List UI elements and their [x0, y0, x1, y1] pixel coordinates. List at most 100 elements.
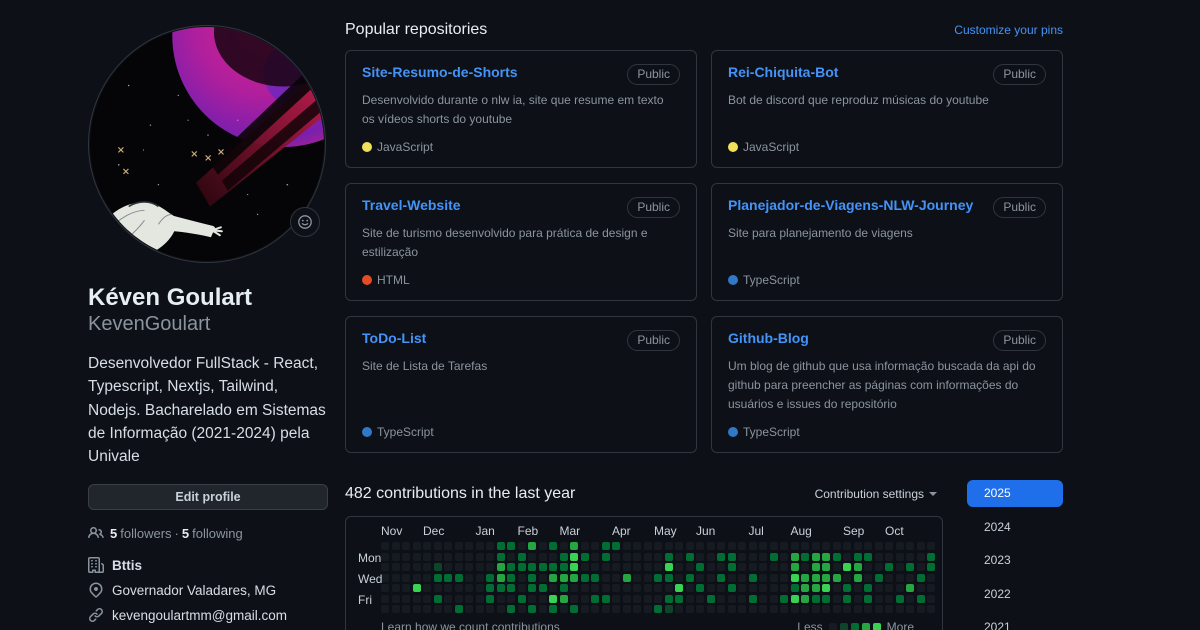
contribution-cell[interactable] [412, 552, 421, 561]
contribution-cell[interactable] [727, 584, 736, 593]
contribution-cell[interactable] [696, 563, 704, 572]
contribution-cell[interactable] [591, 584, 599, 593]
contribution-cell[interactable] [822, 542, 830, 551]
contribution-cell[interactable] [738, 594, 746, 603]
contribution-cell[interactable] [486, 605, 494, 614]
contribution-cell[interactable] [538, 542, 547, 551]
contribution-cell[interactable] [465, 563, 473, 572]
contribution-cell[interactable] [738, 584, 746, 593]
contribution-cell[interactable] [916, 594, 925, 603]
contribution-cell[interactable] [601, 552, 610, 561]
contribution-cell[interactable] [496, 552, 505, 561]
contribution-cell[interactable] [706, 573, 715, 582]
contribution-cell[interactable] [748, 584, 757, 593]
contribution-cell[interactable] [675, 573, 683, 582]
contribution-cell[interactable] [832, 573, 841, 582]
contribution-cell[interactable] [706, 552, 715, 561]
contribution-cell[interactable] [916, 573, 925, 582]
contribution-cell[interactable] [559, 552, 568, 561]
contribution-cell[interactable] [717, 573, 725, 582]
contribution-cell[interactable] [780, 605, 788, 614]
contribution-cell[interactable] [412, 584, 421, 593]
contribution-cell[interactable] [801, 605, 809, 614]
contribution-cell[interactable] [391, 542, 400, 551]
contribution-cell[interactable] [423, 542, 431, 551]
contribution-cell[interactable] [885, 594, 893, 603]
contribution-cell[interactable] [801, 552, 809, 561]
contribution-cell[interactable] [706, 594, 715, 603]
contribution-cell[interactable] [538, 573, 547, 582]
contribution-cell[interactable] [769, 542, 778, 551]
contribution-cell[interactable] [402, 594, 410, 603]
contribution-cell[interactable] [664, 573, 673, 582]
contribution-cell[interactable] [643, 594, 652, 603]
contribution-cell[interactable] [391, 573, 400, 582]
contribution-cell[interactable] [570, 563, 578, 572]
contribution-cell[interactable] [475, 584, 484, 593]
contribution-cell[interactable] [822, 552, 830, 561]
contribution-cell[interactable] [895, 542, 904, 551]
contribution-cell[interactable] [706, 542, 715, 551]
contribution-cell[interactable] [633, 573, 641, 582]
contribution-cell[interactable] [717, 563, 725, 572]
year-filter-2025[interactable]: 2025 [967, 480, 1063, 508]
contribution-cell[interactable] [906, 552, 914, 561]
follow-stats[interactable]: 5 followers · 5 following [88, 525, 328, 541]
contribution-cell[interactable] [549, 552, 557, 561]
contribution-cell[interactable] [864, 542, 872, 551]
contribution-cell[interactable] [507, 563, 515, 572]
contribution-cell[interactable] [832, 552, 841, 561]
contribution-cell[interactable] [780, 584, 788, 593]
contribution-cell[interactable] [664, 552, 673, 561]
contribution-cell[interactable] [874, 563, 883, 572]
contribution-cell[interactable] [706, 605, 715, 614]
contribution-cell[interactable] [507, 573, 515, 582]
contribution-cell[interactable] [444, 605, 452, 614]
contribution-cell[interactable] [685, 542, 694, 551]
year-filter-2021[interactable]: 2021 [984, 620, 1011, 630]
contribution-cell[interactable] [906, 573, 914, 582]
contribution-cell[interactable] [580, 573, 589, 582]
contribution-cell[interactable] [538, 594, 547, 603]
contribution-cell[interactable] [790, 563, 799, 572]
contribution-cell[interactable] [423, 605, 431, 614]
contribution-cell[interactable] [696, 584, 704, 593]
contribution-cell[interactable] [759, 542, 767, 551]
contribution-cell[interactable] [402, 584, 410, 593]
contribution-cell[interactable] [885, 573, 893, 582]
contribution-cell[interactable] [454, 563, 463, 572]
contribution-cell[interactable] [391, 584, 400, 593]
contribution-cell[interactable] [643, 563, 652, 572]
set-status-button[interactable] [290, 207, 320, 237]
contribution-cell[interactable] [486, 584, 494, 593]
contribution-cell[interactable] [811, 542, 820, 551]
contribution-cell[interactable] [507, 605, 515, 614]
contribution-cell[interactable] [685, 605, 694, 614]
contribution-cell[interactable] [528, 542, 536, 551]
contribution-cell[interactable] [664, 542, 673, 551]
contribution-cell[interactable] [612, 605, 620, 614]
contribution-cell[interactable] [906, 563, 914, 572]
contribution-cell[interactable] [738, 552, 746, 561]
contribution-cell[interactable] [780, 573, 788, 582]
contribution-cell[interactable] [769, 594, 778, 603]
contribution-cell[interactable] [769, 605, 778, 614]
contribution-cell[interactable] [591, 542, 599, 551]
contribution-cell[interactable] [916, 563, 925, 572]
contribution-cell[interactable] [559, 584, 568, 593]
contribution-cell[interactable] [874, 573, 883, 582]
contribution-cell[interactable] [465, 552, 473, 561]
contribution-cell[interactable] [801, 584, 809, 593]
contribution-cell[interactable] [790, 594, 799, 603]
contribution-cell[interactable] [549, 605, 557, 614]
contribution-cell[interactable] [412, 605, 421, 614]
contribution-cell[interactable] [811, 594, 820, 603]
contribution-cell[interactable] [412, 573, 421, 582]
contribution-cell[interactable] [759, 594, 767, 603]
contribution-cell[interactable] [496, 605, 505, 614]
contribution-cell[interactable] [601, 563, 610, 572]
contribution-cell[interactable] [864, 552, 872, 561]
email-link[interactable]: kevengoulartmm@gmail.com [112, 607, 288, 623]
contribution-cell[interactable] [853, 584, 862, 593]
contribution-cell[interactable] [433, 573, 442, 582]
